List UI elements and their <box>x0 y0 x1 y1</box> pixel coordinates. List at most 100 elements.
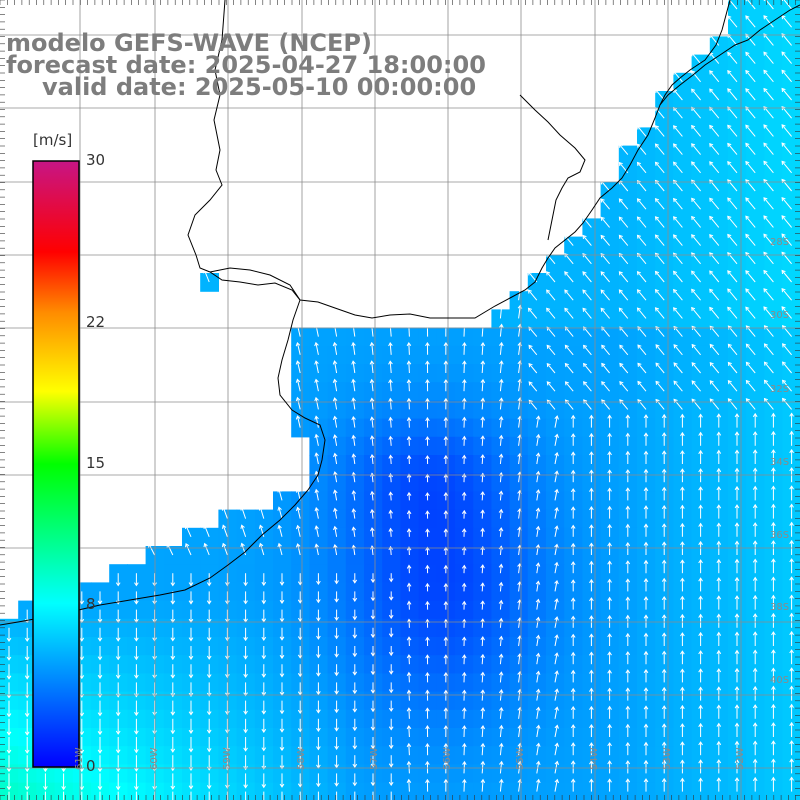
wind-cell <box>455 691 474 711</box>
wind-cell <box>673 163 693 183</box>
wind-arrow <box>698 559 703 574</box>
wind-cell <box>691 491 711 511</box>
wind-cell <box>746 764 765 784</box>
wind-arrow <box>443 491 449 501</box>
wind-cell <box>436 509 456 529</box>
wind-cell <box>400 418 420 438</box>
wind-arrow <box>727 343 738 356</box>
wind-cell <box>600 637 620 656</box>
wind-cell <box>473 600 492 620</box>
wind-arrow <box>570 414 576 428</box>
wind-arrow <box>655 362 665 374</box>
wind-cell <box>618 291 638 310</box>
wind-arrow <box>498 563 504 574</box>
wind-cell <box>655 691 674 711</box>
wind-arrow <box>570 451 576 464</box>
wind-cell <box>600 436 620 456</box>
wind-arrow <box>589 705 594 719</box>
wind-cell <box>655 764 674 784</box>
wind-cell <box>673 109 693 128</box>
wind-cell <box>655 327 674 347</box>
wind-cell <box>782 673 800 693</box>
wind-cell <box>327 473 347 492</box>
coastline-estuary <box>0 267 326 626</box>
wind-cell <box>564 473 583 492</box>
wind-arrow <box>406 778 412 792</box>
wind-cell <box>600 345 620 365</box>
wind-cell <box>382 509 401 529</box>
wind-arrow <box>554 525 559 537</box>
wind-arrow <box>498 599 504 610</box>
wind-arrow <box>582 289 592 301</box>
wind-cell <box>327 327 347 347</box>
wind-cell <box>491 709 511 729</box>
wind-arrow <box>134 664 139 679</box>
wind-arrow <box>498 415 504 428</box>
wind-cell <box>527 655 547 674</box>
wind-cell <box>455 455 474 474</box>
wind-cell <box>509 436 529 456</box>
wind-arrow <box>672 307 683 319</box>
wind-cell <box>491 600 511 620</box>
wind-cell <box>546 382 565 401</box>
wind-cell <box>564 455 583 474</box>
wind-cell <box>691 546 711 565</box>
wind-cell <box>764 400 784 420</box>
wind-arrow <box>295 506 301 519</box>
wind-cell <box>382 364 401 383</box>
wind-arrow <box>115 627 121 642</box>
wind-cell <box>455 546 474 565</box>
wind-arrow <box>480 509 485 519</box>
wind-cell <box>691 436 711 456</box>
wind-cell <box>254 782 274 800</box>
wind-cell <box>364 491 383 511</box>
wind-arrow <box>727 379 738 392</box>
wind-arrow <box>388 454 394 465</box>
wind-cell <box>691 327 711 347</box>
wind-cell <box>618 655 638 674</box>
wind-cell <box>327 400 347 420</box>
wind-cell <box>345 509 365 529</box>
wind-cell <box>327 418 347 438</box>
wind-arrow <box>625 669 631 683</box>
wind-arrow <box>698 668 703 683</box>
wind-arrow <box>789 448 794 464</box>
wind-cell <box>673 709 693 729</box>
wind-arrow <box>316 573 321 586</box>
wind-arrow <box>680 468 685 483</box>
wind-arrow <box>295 323 301 337</box>
wind-cell <box>582 345 602 365</box>
wind-arrow <box>388 700 394 712</box>
wind-cell <box>728 327 747 347</box>
wind-cell <box>600 218 620 238</box>
wind-arrow <box>316 646 321 659</box>
wind-cell <box>618 273 638 292</box>
wind-arrow <box>115 573 121 587</box>
wind-arrow <box>716 649 722 665</box>
wind-arrow <box>782 397 792 410</box>
wind-cell <box>546 436 565 456</box>
wind-arrow <box>564 362 574 374</box>
wind-arrow <box>372 791 374 800</box>
wind-arrow <box>352 664 358 676</box>
wind-cell <box>764 145 784 165</box>
wind-arrow <box>709 215 720 228</box>
wind-cell <box>400 382 420 401</box>
wind-arrow <box>6 755 12 773</box>
wind-cell <box>709 36 729 56</box>
wind-arrow <box>443 454 449 465</box>
wind-arrow <box>206 682 212 697</box>
wind-cell <box>436 527 456 547</box>
wind-cell <box>655 291 674 310</box>
wind-cell <box>728 691 747 711</box>
wind-cell <box>728 400 747 420</box>
wind-cell <box>527 527 547 547</box>
wind-cell <box>637 709 656 729</box>
wind-arrow <box>461 582 467 592</box>
wind-cell <box>582 327 602 347</box>
wind-arrow <box>535 525 541 537</box>
wind-arrow <box>745 142 756 155</box>
wind-cell <box>200 546 219 565</box>
wind-cell <box>564 728 583 747</box>
wind-cell <box>618 364 638 383</box>
